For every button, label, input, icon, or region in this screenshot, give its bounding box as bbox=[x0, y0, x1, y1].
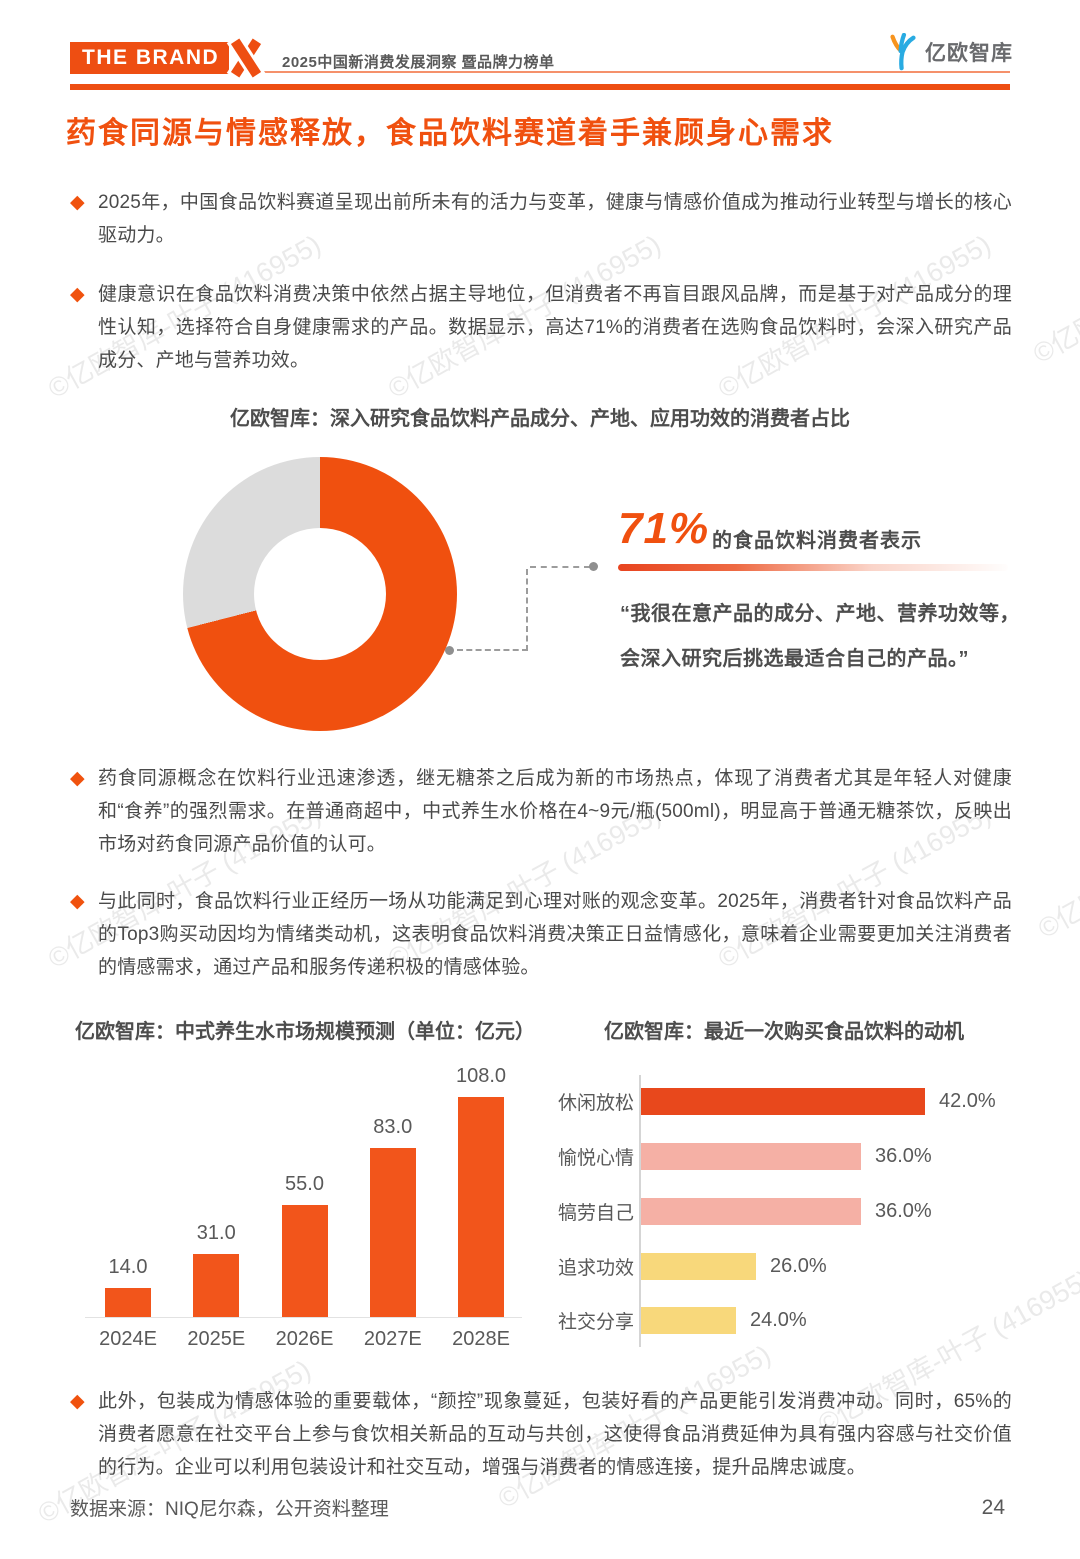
bullet-item: ◆ 与此同时，食品饮料行业正经历一场从功能满足到心理对账的观念变革。2025年，… bbox=[70, 885, 1012, 984]
bullet-diamond-icon: ◆ bbox=[70, 891, 85, 912]
page-number: 24 bbox=[981, 1496, 1005, 1519]
watermark-text: ©亿欧智库-叶子 (416955) bbox=[1033, 769, 1080, 945]
brand-logo: THE BRAND bbox=[70, 38, 267, 78]
bullet-diamond-icon: ◆ bbox=[70, 192, 85, 213]
hbar-value-label: 36.0% bbox=[875, 1145, 932, 1167]
bar bbox=[193, 1254, 240, 1317]
bullet-diamond-icon: ◆ bbox=[70, 1391, 85, 1412]
bullet-item: ◆ 2025年，中国食品饮料赛道呈现出前所未有的活力与变革，健康与情感价值成为推… bbox=[70, 186, 1012, 252]
bullet-item: ◆ 此外，包装成为情感体验的重要载体，“颜控”现象蔓延，包装好看的产品更能引发消… bbox=[70, 1385, 1012, 1484]
hbar-value-label: 24.0% bbox=[750, 1309, 807, 1331]
bar-column: 55.0 bbox=[281, 1173, 328, 1317]
bullet-text: 与此同时，食品饮料行业正经历一场从功能满足到心理对账的观念变革。2025年，消费… bbox=[98, 891, 1012, 978]
gradient-divider bbox=[618, 564, 1008, 571]
bar-category-label: 2028E bbox=[452, 1328, 510, 1350]
hbar-row: 休闲放松 42.0% bbox=[558, 1088, 1028, 1115]
bar-category-label: 2027E bbox=[363, 1328, 422, 1350]
brand-x-glyph bbox=[225, 38, 267, 78]
brand-box: THE BRAND bbox=[70, 42, 230, 74]
hbar bbox=[641, 1307, 736, 1334]
dashed-connector bbox=[530, 566, 590, 568]
dashed-connector bbox=[526, 569, 528, 651]
bullet-text: 药食同源概念在饮料行业迅速渗透，继无糖茶之后成为新的市场热点，体现了消费者尤其是… bbox=[98, 768, 1012, 855]
report-subtitle: 2025中国新消费发展洞察 暨品牌力榜单 bbox=[282, 54, 555, 71]
bullet-item: ◆ 药食同源概念在饮料行业迅速渗透，继无糖茶之后成为新的市场热点，体现了消费者尤… bbox=[70, 762, 1012, 861]
header-thick-rule bbox=[70, 84, 1010, 90]
hbar-category-label: 愉悦心情 bbox=[558, 1148, 635, 1169]
bar-column: 83.0 bbox=[369, 1116, 416, 1317]
bar-value-label: 83.0 bbox=[373, 1116, 413, 1138]
bar-value-label: 108.0 bbox=[455, 1065, 507, 1087]
bar bbox=[458, 1097, 504, 1317]
bullet-text: 健康意识在食品饮料消费决策中依然占据主导地位，但消费者不再盲目跟风品牌，而是基于… bbox=[98, 284, 1012, 371]
connector-dot bbox=[445, 646, 454, 655]
bar-chart: 14.0 31.0 55.0 83.0 108.0 bbox=[85, 1065, 522, 1318]
donut-chart-title: 亿欧智库：深入研究食品饮料产品成分、产地、应用功效的消费者占比 bbox=[230, 408, 850, 430]
bar-category-label: 2026E bbox=[275, 1328, 334, 1350]
hbar-value-label: 42.0% bbox=[939, 1090, 996, 1112]
stat-label: 的食品饮料消费者表示 bbox=[712, 530, 922, 552]
hbar bbox=[641, 1143, 861, 1170]
consumer-quote: “我很在意产品的成分、产地、营养功效等， 会深入研究后挑选最适合自己的产品。” bbox=[620, 592, 1020, 682]
bar-column: 14.0 bbox=[105, 1256, 151, 1317]
hbar-row: 愉悦心情 36.0% bbox=[558, 1143, 1028, 1170]
stat-value: 71% bbox=[618, 504, 710, 553]
hbar-chart: 休闲放松 42.0% 愉悦心情 36.0% 犒劳自己 36.0% 追求功效 26… bbox=[558, 1075, 1028, 1347]
page-title: 药食同源与情感释放，食品饮料赛道着手兼顾身心需求 bbox=[66, 117, 834, 150]
hbar-value-label: 26.0% bbox=[770, 1255, 827, 1277]
header-thin-rule bbox=[70, 71, 1010, 73]
hbar bbox=[641, 1253, 756, 1280]
bullet-text: 此外，包装成为情感体验的重要载体，“颜控”现象蔓延，包装好看的产品更能引发消费冲… bbox=[98, 1391, 1012, 1478]
hbar-row: 社交分享 24.0% bbox=[558, 1307, 1028, 1334]
brand-text: THE BRAND bbox=[82, 46, 220, 69]
bullet-text: 2025年，中国食品饮料赛道呈现出前所未有的活力与变革，健康与情感价值成为推动行… bbox=[98, 192, 1012, 246]
watermark-text: ©亿欧智库-叶子 (416955) bbox=[1028, 194, 1080, 370]
bar-column: 31.0 bbox=[193, 1222, 240, 1317]
hbar-row: 犒劳自己 36.0% bbox=[558, 1198, 1028, 1225]
donut-hole bbox=[254, 528, 386, 660]
bar bbox=[281, 1205, 328, 1317]
bar-value-label: 14.0 bbox=[108, 1256, 148, 1278]
hbar-category-label: 犒劳自己 bbox=[558, 1203, 635, 1224]
connector-dot bbox=[589, 562, 598, 571]
org-logo-icon bbox=[890, 33, 916, 71]
hbar-category-label: 社交分享 bbox=[558, 1312, 635, 1333]
bar bbox=[369, 1148, 416, 1317]
hbar-axis-line bbox=[639, 1075, 641, 1347]
hbar-category-label: 追求功效 bbox=[558, 1258, 635, 1279]
bar-category-label: 2024E bbox=[99, 1328, 157, 1350]
bar-category-axis: 2024E 2025E 2026E 2027E 2028E bbox=[85, 1328, 522, 1351]
hbar-chart-title: 亿欧智库：最近一次购买食品饮料的动机 bbox=[604, 1021, 964, 1043]
bar-value-label: 55.0 bbox=[285, 1173, 324, 1195]
bar-value-label: 31.0 bbox=[196, 1222, 236, 1244]
hbar-category-label: 休闲放松 bbox=[558, 1093, 635, 1114]
quote-line-2: 会深入研究后挑选最适合自己的产品。” bbox=[620, 648, 969, 670]
hbar-row: 追求功效 26.0% bbox=[558, 1253, 1028, 1280]
bullet-diamond-icon: ◆ bbox=[70, 768, 85, 789]
bar-category-label: 2025E bbox=[187, 1328, 246, 1350]
org-logo: 亿欧智库 bbox=[886, 33, 1013, 71]
dashed-connector bbox=[457, 649, 528, 651]
hbar bbox=[641, 1198, 861, 1225]
bullet-diamond-icon: ◆ bbox=[70, 284, 85, 305]
org-logo-text: 亿欧智库 bbox=[925, 42, 1013, 65]
bar-chart-title: 亿欧智库：中式养生水市场规模预测（单位：亿元） bbox=[75, 1021, 535, 1043]
bar-column: 108.0 bbox=[455, 1065, 507, 1317]
bullet-item: ◆ 健康意识在食品饮料消费决策中依然占据主导地位，但消费者不再盲目跟风品牌，而是… bbox=[70, 278, 1012, 377]
bar bbox=[105, 1288, 151, 1317]
hbar-value-label: 36.0% bbox=[875, 1200, 932, 1222]
footer-source: 数据来源：NIQ尼尔森，公开资料整理 bbox=[70, 1499, 389, 1520]
hbar bbox=[641, 1088, 925, 1115]
quote-line-1: “我很在意产品的成分、产地、营养功效等， bbox=[620, 603, 1020, 625]
